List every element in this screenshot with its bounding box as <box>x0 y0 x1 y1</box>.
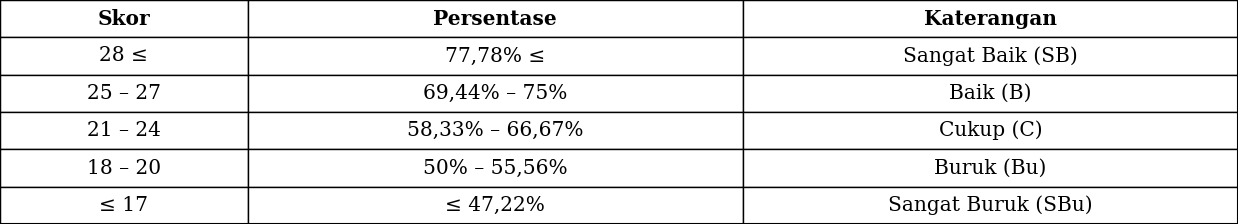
Bar <box>0 0 248 37</box>
Text: Baik (B): Baik (B) <box>950 84 1031 103</box>
Bar <box>248 0 743 37</box>
Bar <box>0 187 248 224</box>
Text: ≤ 17: ≤ 17 <box>99 196 149 215</box>
Bar <box>743 187 1238 224</box>
Text: 58,33% – 66,67%: 58,33% – 66,67% <box>407 121 583 140</box>
Bar <box>743 75 1238 112</box>
Text: Skor: Skor <box>98 9 150 29</box>
Text: 77,78% ≤: 77,78% ≤ <box>446 47 545 65</box>
Bar <box>743 149 1238 187</box>
Bar <box>0 112 248 149</box>
Bar <box>248 149 743 187</box>
Text: Katerangan: Katerangan <box>924 9 1057 29</box>
Text: Buruk (Bu): Buruk (Bu) <box>935 159 1046 177</box>
Text: 50% – 55,56%: 50% – 55,56% <box>423 159 567 177</box>
Bar <box>743 37 1238 75</box>
Bar <box>0 37 248 75</box>
Bar <box>743 0 1238 37</box>
Text: Sangat Baik (SB): Sangat Baik (SB) <box>903 46 1078 66</box>
Text: Persentase: Persentase <box>433 9 557 29</box>
Text: ≤ 47,22%: ≤ 47,22% <box>446 196 545 215</box>
Text: 69,44% – 75%: 69,44% – 75% <box>423 84 567 103</box>
Bar <box>248 112 743 149</box>
Bar <box>248 187 743 224</box>
Text: 28 ≤: 28 ≤ <box>99 47 149 65</box>
Text: Sangat Buruk (SBu): Sangat Buruk (SBu) <box>888 196 1093 215</box>
Text: 25 – 27: 25 – 27 <box>87 84 161 103</box>
Bar <box>0 75 248 112</box>
Text: Cukup (C): Cukup (C) <box>938 121 1042 140</box>
Bar <box>248 75 743 112</box>
Text: 18 – 20: 18 – 20 <box>87 159 161 177</box>
Bar <box>248 37 743 75</box>
Bar <box>743 112 1238 149</box>
Text: 21 – 24: 21 – 24 <box>87 121 161 140</box>
Bar <box>0 149 248 187</box>
